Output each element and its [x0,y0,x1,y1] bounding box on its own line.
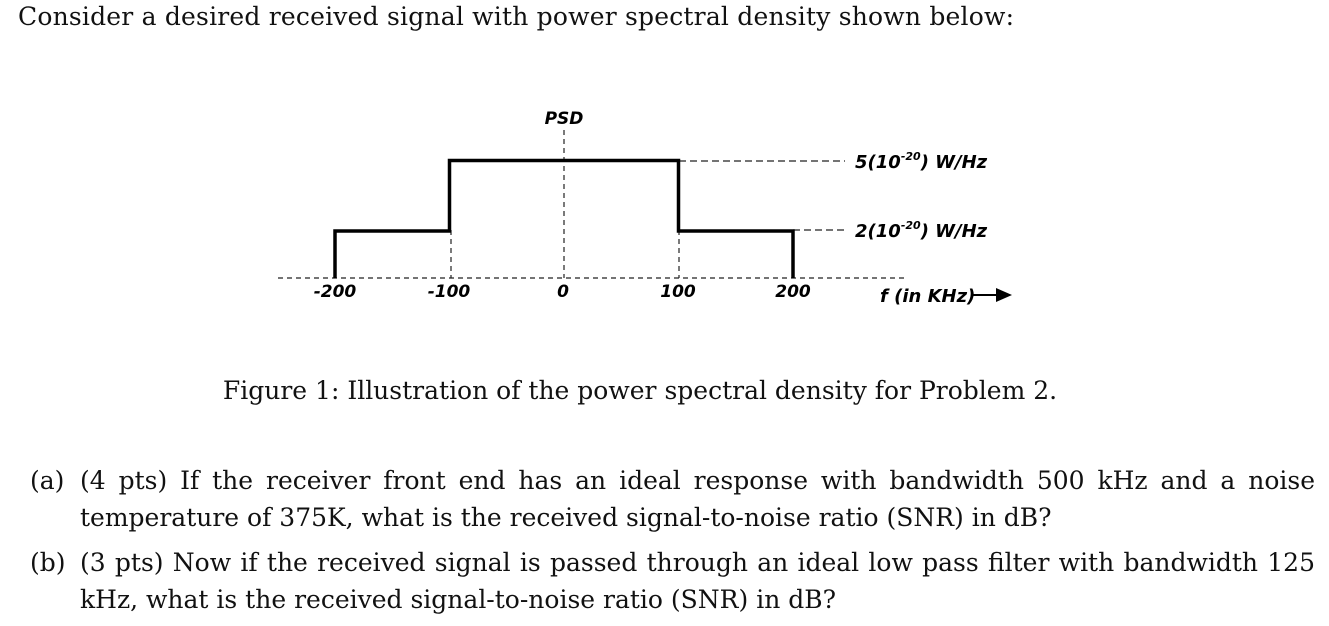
x-tick-label: 0 [557,282,569,302]
arrow-head-icon [996,288,1012,302]
level-label-2: 2(10-20) W/Hz [855,219,988,242]
psd-series-line [333,158,795,278]
level-label-5: 5(10-20) W/Hz [855,150,988,173]
problem-b-label: (b) [30,548,66,577]
x-axis-label: f (in KHz) [880,286,975,307]
x-tick-label: -100 [428,282,471,302]
x-tick-label: 100 [660,282,696,302]
intro-text: Consider a desired received signal with … [18,2,1015,31]
psd-title: PSD [545,109,584,129]
problem-a: (a) (4 pts) If the receiver front end ha… [30,462,1315,536]
figure-caption: Figure 1: Illustration of the power spec… [222,376,1058,405]
x-tick-label: 200 [775,282,811,302]
problem-list: (a) (4 pts) If the receiver front end ha… [30,462,1315,626]
problem-a-label: (a) [30,466,65,495]
problem-a-text: (4 pts) If the receiver front end has an… [80,466,1315,532]
x-tick-label: -200 [314,282,357,302]
problem-b-text: (3 pts) Now if the received signal is pa… [80,548,1315,614]
problem-b: (b) (3 pts) Now if the received signal i… [30,544,1315,618]
